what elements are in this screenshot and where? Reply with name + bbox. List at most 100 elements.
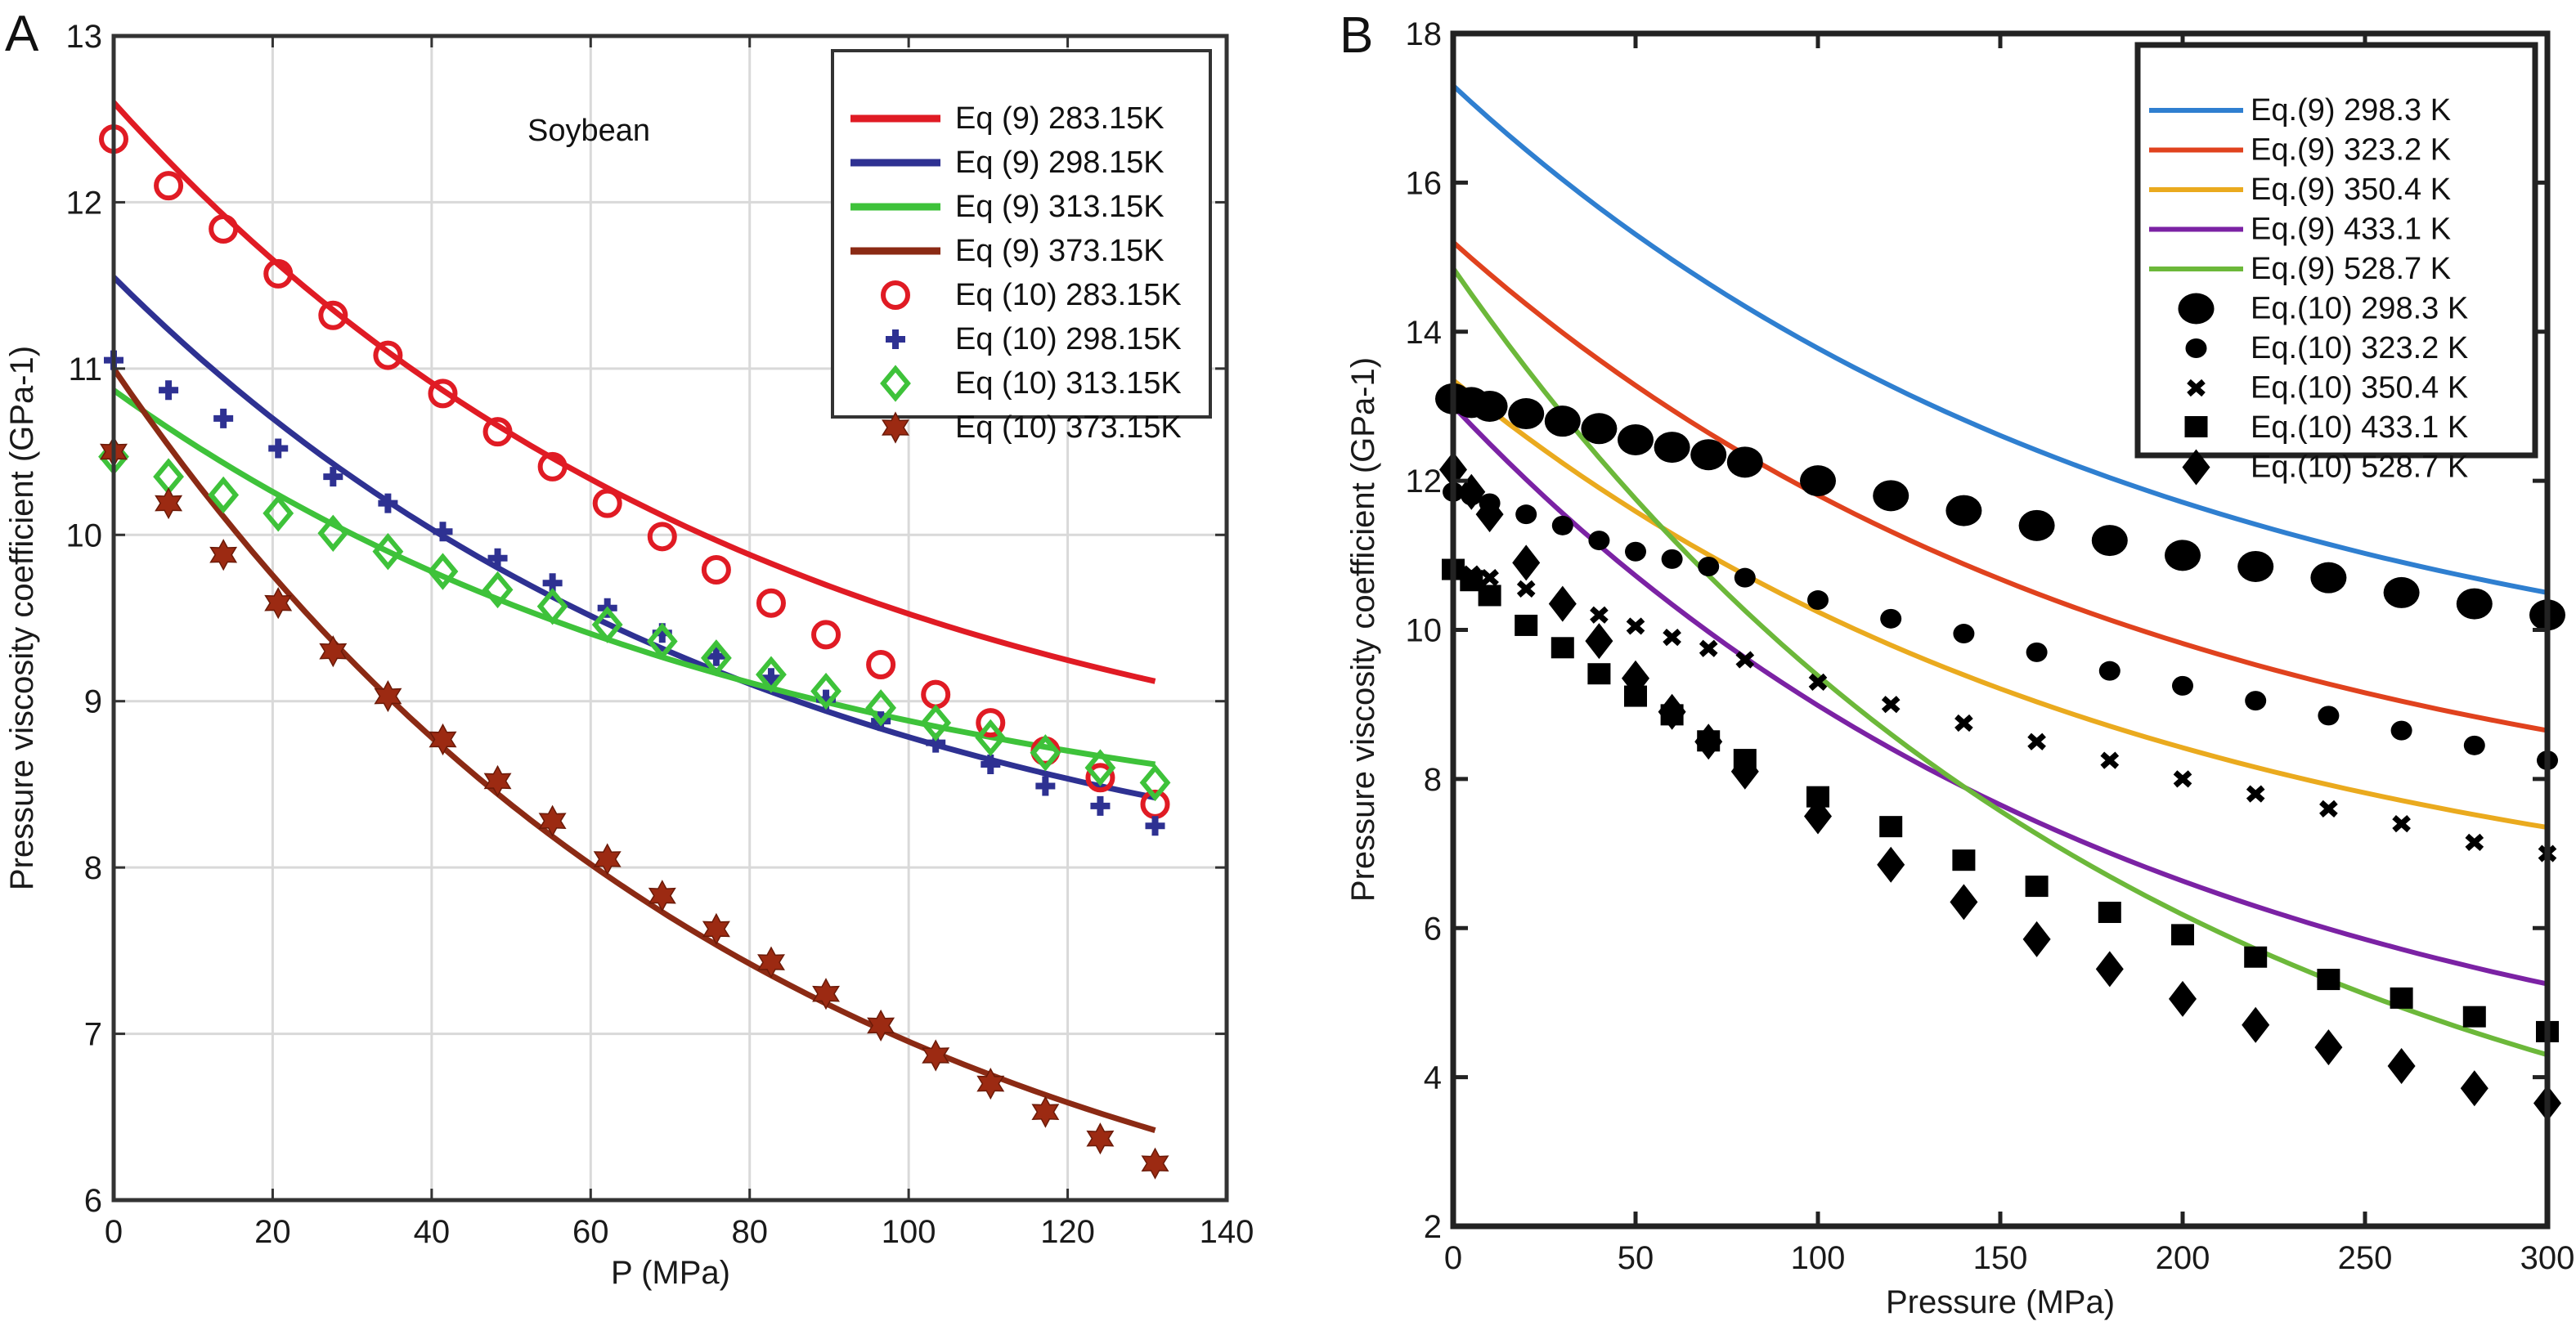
marker-circle-small bbox=[1880, 608, 1902, 629]
marker-square bbox=[1515, 614, 1538, 636]
series-line bbox=[1451, 83, 2548, 595]
marker-hexagram bbox=[1086, 1122, 1115, 1155]
axis-ticks: 0 20 40 60 80 100 120 140 6 7 8 9 10 11 12 13 bbox=[66, 19, 1254, 1250]
x-tick-label: 100 bbox=[1791, 1240, 1846, 1276]
marker-hexagram bbox=[882, 411, 909, 444]
marker-hexagram bbox=[155, 487, 183, 520]
marker-circle-open bbox=[976, 708, 1006, 738]
x-tick-label: 250 bbox=[2338, 1240, 2393, 1276]
legend-label: Eq (10) 283.15K bbox=[955, 278, 1182, 312]
marker-square bbox=[1551, 637, 1574, 659]
marker-circle-open bbox=[811, 620, 841, 650]
marker-diamond-open bbox=[920, 704, 952, 741]
marker-hexagram bbox=[209, 539, 238, 571]
marker-plus bbox=[487, 548, 508, 568]
marker-circle-large bbox=[2310, 562, 2347, 594]
series-points bbox=[1443, 482, 2558, 771]
marker-plus bbox=[981, 755, 1001, 775]
marker-circle-small bbox=[2098, 661, 2120, 681]
plot-frame bbox=[111, 34, 1229, 1203]
marker-diamond bbox=[1950, 884, 1978, 921]
marker-circle-small bbox=[1515, 504, 1537, 525]
marker-x bbox=[2246, 785, 2265, 803]
x-tick-label: 150 bbox=[1973, 1240, 2028, 1276]
marker-diamond bbox=[2095, 951, 2124, 988]
marker-x bbox=[1480, 569, 1499, 587]
marker-circle-large bbox=[2165, 540, 2201, 571]
marker-circle-open bbox=[592, 488, 622, 518]
x-tick-label: 140 bbox=[1200, 1214, 1254, 1250]
marker-circle-open bbox=[154, 171, 184, 201]
series-line bbox=[111, 366, 1156, 1133]
legend-label: Eq (9) 313.15K bbox=[955, 190, 1165, 224]
marker-square bbox=[1478, 585, 1501, 607]
marker-circle-large bbox=[1544, 405, 1581, 437]
marker-plus bbox=[1035, 776, 1056, 796]
legend-box bbox=[831, 49, 1212, 419]
marker-circle-large bbox=[2178, 293, 2215, 325]
marker-hexagram bbox=[922, 1039, 950, 1072]
marker-diamond bbox=[1512, 544, 1541, 581]
marker-circle-small bbox=[1588, 531, 1610, 551]
marker-circle-open bbox=[263, 258, 294, 289]
legend-label: Eq.(10) 350.4 K bbox=[2251, 371, 2468, 405]
y-tick-label: 13 bbox=[66, 19, 103, 55]
marker-diamond-open bbox=[756, 656, 787, 693]
marker-circle-small bbox=[1625, 541, 1646, 562]
marker-diamond bbox=[1694, 723, 1723, 760]
marker-hexagram bbox=[812, 978, 840, 1010]
y-tick-label: 8 bbox=[1424, 762, 1442, 798]
marker-hexagram bbox=[483, 764, 512, 797]
y-tick-label: 4 bbox=[1424, 1060, 1442, 1096]
y-tick-label: 2 bbox=[1424, 1209, 1442, 1245]
series-points bbox=[1435, 383, 2565, 631]
x-tick-label: 120 bbox=[1040, 1214, 1095, 1250]
series-points bbox=[104, 350, 1165, 836]
marker-circle-small bbox=[2026, 642, 2048, 662]
x-tick-label: 80 bbox=[731, 1214, 768, 1250]
marker-diamond-open bbox=[975, 719, 1007, 757]
legend-label: Eq (9) 298.15K bbox=[955, 146, 1165, 180]
marker-square bbox=[2317, 969, 2340, 991]
marker-x bbox=[1590, 606, 1609, 624]
marker-hexagram bbox=[429, 723, 457, 756]
marker-diamond bbox=[1877, 846, 1905, 883]
marker-circle-open bbox=[921, 679, 951, 710]
marker-plus bbox=[213, 408, 234, 428]
y-tick-label: 6 bbox=[1424, 911, 1442, 947]
marker-hexagram bbox=[757, 946, 785, 979]
x-tick-label: 200 bbox=[2156, 1240, 2210, 1276]
fit-curves bbox=[1451, 83, 2548, 1058]
y-tick-label: 16 bbox=[1406, 165, 1443, 201]
marker-x bbox=[1881, 696, 1901, 714]
marker-diamond-open bbox=[880, 365, 911, 402]
marker-circle-open bbox=[482, 417, 513, 447]
marker-diamond-open bbox=[536, 588, 568, 625]
marker-circle-open bbox=[647, 522, 677, 552]
x-tick-label: 300 bbox=[2520, 1240, 2575, 1276]
axis-ticks: 0 50 100 150 200 250 300 2 4 6 8 10 12 14 16 18 bbox=[1406, 16, 2575, 1276]
x-tick-label: 40 bbox=[414, 1214, 451, 1250]
series-points bbox=[1442, 558, 2559, 1042]
marker-circle-open bbox=[537, 451, 568, 482]
marker-diamond-open bbox=[810, 672, 841, 710]
marker-circle-large bbox=[1690, 439, 1727, 471]
legend-label: Eq.(9) 350.4 K bbox=[2251, 172, 2451, 207]
marker-circle-small bbox=[1734, 567, 1756, 588]
legend-box bbox=[2134, 42, 2538, 459]
marker-plus bbox=[886, 329, 905, 349]
legend-label: Eq.(10) 323.2 K bbox=[2251, 331, 2468, 365]
panel-a: A 0 20 40 60 80 100 120 140 6 7 8 9 10 11 12 13 Soybean… bbox=[4, 6, 1254, 1291]
marker-circle-large bbox=[2091, 525, 2128, 557]
marker-circle-large bbox=[2383, 576, 2420, 608]
marker-diamond bbox=[1548, 585, 1577, 622]
marker-diamond-open bbox=[153, 458, 184, 495]
marker-diamond bbox=[2169, 980, 2197, 1017]
marker-x bbox=[2465, 833, 2484, 851]
marker-circle-open bbox=[881, 280, 910, 310]
marker-circle-small bbox=[2463, 735, 2485, 755]
panel-label-b: B bbox=[1340, 7, 1373, 64]
marker-hexagram bbox=[538, 804, 567, 837]
marker-hexagram bbox=[976, 1068, 1005, 1100]
